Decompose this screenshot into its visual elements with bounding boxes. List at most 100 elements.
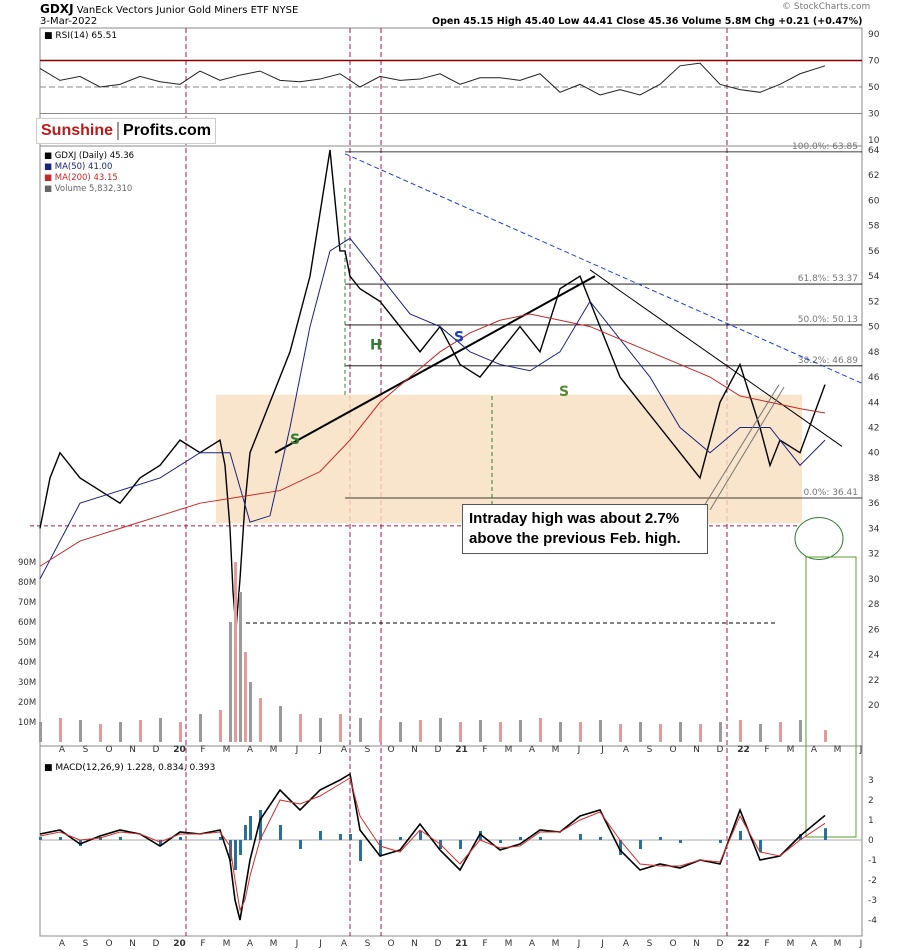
macd-histogram-bar: [259, 810, 262, 840]
volume-bar: [234, 562, 237, 742]
rsi-tick-label: 70: [868, 57, 880, 67]
price-series-2: [39, 313, 826, 567]
price-series-1: [39, 237, 826, 580]
chart-header: GDXJ VanEck Vectors Junior Gold Miners E…: [40, 2, 298, 16]
macd-tick-label: -3: [868, 896, 877, 906]
fib-level-label: 100.0%: 63.85: [792, 142, 858, 152]
x-tick-label-bottom: A: [811, 939, 818, 949]
macd-histogram-bar: [59, 837, 62, 840]
price-tick-label: 58: [868, 222, 880, 232]
x-tick-label-bottom: N: [693, 939, 700, 949]
x-tick-label: D: [717, 745, 724, 755]
volume-bar: [639, 722, 642, 742]
x-tick-label-bottom: S: [365, 939, 371, 949]
panel-frame-2: [39, 745, 863, 937]
x-tick-label-bottom: 22: [737, 939, 750, 949]
volume-bar: [339, 714, 342, 742]
rsi-tick-label: 90: [868, 30, 880, 40]
x-tick-label: F: [764, 745, 769, 755]
volume-bar: [539, 718, 542, 742]
downtrend-line-black: [589, 269, 843, 447]
x-tick-label: D: [153, 745, 160, 755]
price-tick-label: 20: [868, 701, 880, 711]
macd-histogram-bar: [249, 816, 252, 840]
macd-series-0: [39, 772, 826, 921]
macd-histogram-bar: [219, 837, 222, 840]
macd-histogram-bar: [319, 831, 322, 840]
x-tick-label: S: [647, 745, 653, 755]
highlight-circle: [794, 517, 844, 560]
price-tick-label: 32: [868, 550, 879, 560]
macd-histogram-bar: [579, 834, 582, 840]
macd-histogram-bar: [159, 840, 162, 846]
macd-histogram-bar: [459, 840, 462, 849]
downtrend-line-blue: [344, 153, 863, 384]
x-tick-label: O: [387, 745, 394, 755]
macd-histogram-bar: [119, 837, 122, 840]
x-tick-label-bottom: O: [387, 939, 394, 949]
callout-pointer: [703, 384, 780, 507]
volume-bar: [679, 722, 682, 742]
pattern-label: S: [454, 330, 464, 346]
fib-level-label: 0.0%: 36.41: [803, 488, 858, 498]
x-tick-label-bottom: N: [129, 939, 136, 949]
volume-tick-label: 30M: [18, 678, 36, 688]
volume-bar: [139, 720, 142, 742]
x-tick-label-bottom: D: [153, 939, 160, 949]
volume-tick-label: 80M: [18, 578, 36, 588]
volume-bar: [379, 720, 382, 742]
x-tick-label-bottom: J: [318, 939, 322, 949]
fib-level-label: 38.2%: 46.89: [798, 356, 859, 366]
x-tick-label: O: [669, 745, 676, 755]
chart-date: 3-Mar-2022: [40, 16, 98, 27]
macd-histogram-bar: [679, 840, 682, 843]
x-tick-label: N: [693, 745, 700, 755]
volume-tick-label: 10M: [18, 718, 36, 728]
price-tick-label: 22: [868, 676, 879, 686]
volume-bar: [179, 722, 182, 742]
macd-histogram-bar: [619, 840, 622, 855]
price-tick-label: 38: [868, 474, 880, 484]
macd-histogram-bar: [359, 840, 362, 861]
fib-level-label: 61.8%: 53.37: [798, 274, 858, 284]
x-tick-label: M: [787, 745, 795, 755]
macd-histogram-bar: [279, 825, 282, 840]
volume-bar: [719, 722, 722, 742]
x-tick-label-bottom: 21: [455, 939, 468, 949]
price-tick-label: 42: [868, 424, 879, 434]
volume-bar: [359, 718, 362, 742]
macd-histogram-bar: [639, 840, 642, 849]
x-tick-label-bottom: M: [787, 939, 795, 949]
x-tick-label: 20: [173, 745, 186, 755]
x-tick-label: 21: [455, 745, 468, 755]
volume-bar: [219, 710, 222, 742]
price-legend-entry: ■ GDXJ (Daily) 45.36: [44, 151, 134, 161]
volume-bar: [299, 714, 302, 742]
rsi-title: ■ RSI(14) 65.51: [44, 31, 117, 41]
volume-bar: [759, 724, 762, 742]
price-tick-label: 44: [868, 398, 880, 408]
volume-bar: [244, 652, 247, 742]
price-tick-label: 30: [868, 575, 880, 585]
ticker-symbol: GDXJ: [40, 2, 74, 16]
pattern-label: S: [290, 432, 300, 448]
x-tick-label-bottom: F: [482, 939, 487, 949]
x-tick-label-bottom: 20: [173, 939, 186, 949]
volume-bar: [699, 724, 702, 742]
volume-bar: [39, 722, 42, 742]
price-tick-label: 52: [868, 297, 879, 307]
macd-histogram-bar: [179, 837, 182, 840]
x-tick-label: A: [341, 745, 348, 755]
x-tick-label: F: [482, 745, 487, 755]
x-tick-label-bottom: J: [859, 939, 863, 949]
x-tick-label: S: [83, 745, 89, 755]
price-tick-label: 64: [868, 146, 880, 156]
x-tick-label: F: [200, 745, 205, 755]
x-tick-label-bottom: A: [623, 939, 630, 949]
volume-bar: [439, 718, 442, 742]
x-tick-label: D: [435, 745, 442, 755]
volume-bar: [619, 724, 622, 742]
price-tick-label: 60: [868, 196, 880, 206]
macd-histogram-bar: [499, 840, 502, 843]
macd-histogram-bar: [519, 837, 522, 840]
